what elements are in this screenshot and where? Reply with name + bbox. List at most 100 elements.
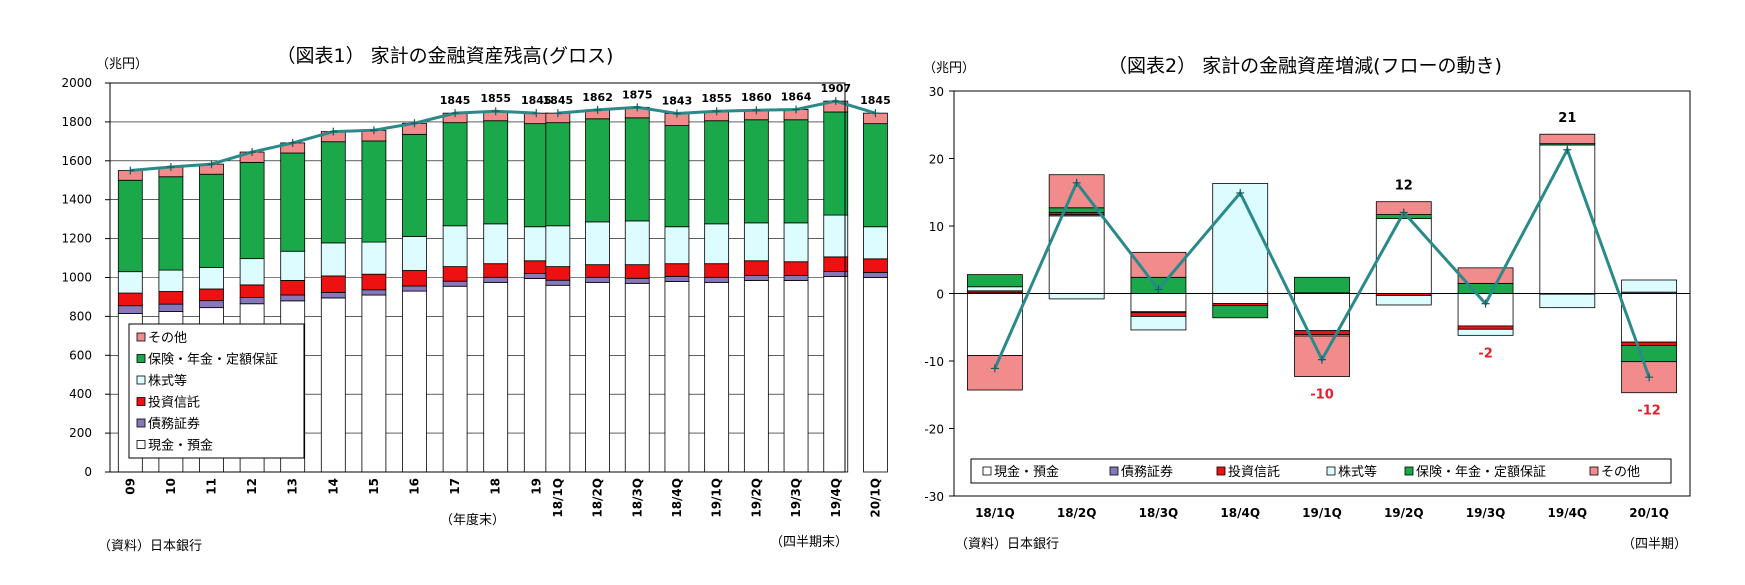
chart1-bar-insurance [585,118,610,223]
chart2-bar-stocks [1457,328,1514,336]
chart1-x-tick-label: 15 [367,478,381,495]
chart1-data-label: 1845 [543,94,574,107]
chart1-bar-trusts [320,275,346,293]
chart1-y-tick-label: 0 [84,465,92,479]
chart2-x-tick-label: 19/2Q [1384,506,1424,520]
chart1-frame [109,82,846,473]
chart1-x-tick-label: 17 [448,478,462,495]
chart2-total-marker [1154,285,1163,294]
chart1-bar-bonds [624,277,650,284]
chart2-bar-cash [1375,218,1432,294]
chart1-bar-stocks [783,222,809,263]
chart1-legend-box [128,323,305,459]
chart2-bar-trusts [1457,325,1514,330]
chart1-bar-stocks [117,271,143,294]
chart2-x-tick-label: 18/2Q [1057,506,1097,520]
chart2-data-label: -12 [1637,404,1661,419]
chart1-bar-stocks [483,223,509,265]
chart1-total-marker [532,109,541,118]
chart1-total-marker [369,126,378,135]
chart1-data-label: 1864 [781,90,812,103]
chart1-bar-stocks [545,225,571,268]
chart1-data-label: 1875 [622,88,653,101]
chart2-data-label: 21 [1558,111,1576,126]
chart1-total-marker [126,166,135,175]
chart2-bar-cash [1621,293,1678,343]
chart1-bar-trusts [361,273,387,291]
chart2-legend-label: 株式等 [1338,464,1377,480]
chart1-total-marker [329,127,338,136]
chart1-bar-bonds [863,272,888,278]
chart2-x-tick-label: 19/1Q [1302,506,1342,520]
chart1-bar-cash [361,294,387,473]
chart1-bar-bonds [823,271,849,277]
chart2-x-tick-label: 18/3Q [1139,506,1179,520]
chart1-bar-trusts [280,280,306,296]
chart1-y-tick-label: 1200 [61,232,92,246]
chart2-bar-other [1539,133,1596,145]
chart1-bar-cash [823,276,849,473]
chart1-bar-bonds [402,285,427,292]
chart1-y-tick-label: 800 [69,309,92,323]
chart2-data-label: -10 [1310,388,1334,403]
chart1-data-label: 1855 [480,92,511,105]
chart2-bar-stocks [1539,293,1596,309]
chart2-y-tick-label: -20 [924,423,944,437]
chart1-legend-label: 債務証券 [148,416,200,432]
chart1-bar-insurance [783,119,809,224]
chart1-data-label: 1845 [440,94,471,107]
chart1-legend-swatch-bonds [136,418,146,428]
chart2-bar-trusts [1130,311,1187,317]
chart2-legend-swatch-bonds [1109,466,1119,476]
chart2-total-marker [1318,355,1326,364]
chart1-data-label: 1862 [582,91,613,104]
chart1-total-marker [248,148,257,157]
chart1-bar-insurance [664,125,690,228]
chart1-legend-swatch-other [136,332,146,342]
chart2-bar-insurance [1294,276,1350,294]
chart1-bar-insurance [320,141,346,244]
chart2-bar-cash [1212,293,1269,305]
chart1-x-tick-label: 14 [326,478,340,495]
chart2-bar-cash [1130,293,1187,313]
chart1-total-marker [672,109,681,118]
chart1-bar-stocks [361,241,387,275]
chart1-data-label: 1845 [521,94,552,107]
chart1-total-marker [752,106,761,115]
chart2-bar-insurance [1212,305,1269,319]
chart2-bar-insurance [1621,345,1678,363]
chart1-data-label: 1845 [860,94,891,107]
chart1-bar-stocks [442,225,468,268]
chart2-y-tick-label: 0 [936,288,944,302]
chart1-bar-insurance [239,161,265,260]
chart2-bar-trusts [1621,341,1678,346]
chart1-total-marker [633,103,642,112]
chart1-bar-insurance [117,179,143,273]
chart1-bar-trusts [624,264,650,279]
chart1-bar-trusts [743,260,769,276]
chart1-bar-stocks [823,214,849,258]
chart1-bar-trusts [199,288,224,302]
chart2-legend-swatch-trusts [1216,466,1226,476]
chart2-total-marker [1563,145,1572,154]
chart1-total-marker [166,163,175,172]
chart1-bar-bonds [117,305,143,314]
chart1-bar-insurance [863,123,888,228]
chart1-bar-insurance [523,123,549,228]
chart2-legend-label: 現金・預金 [994,464,1059,480]
chart1-total-marker [792,105,801,114]
chart1-bar-insurance [545,122,571,227]
chart1-bar-stocks [624,220,650,266]
chart1-bar-cash [545,284,571,473]
chart2-bar-insurance [1457,282,1514,294]
chart1-bar-trusts [523,260,549,274]
chart1-y-tick-label: 1600 [61,154,92,168]
chart1-data-label: 1855 [701,92,732,105]
chart1-total-marker [410,119,419,128]
chart1-bar-cash [704,281,730,473]
chart1-bar-trusts [863,258,888,273]
chart1-bar-trusts [585,264,610,278]
chart2-total-marker [1645,373,1654,382]
chart1-bar-insurance [483,120,509,225]
